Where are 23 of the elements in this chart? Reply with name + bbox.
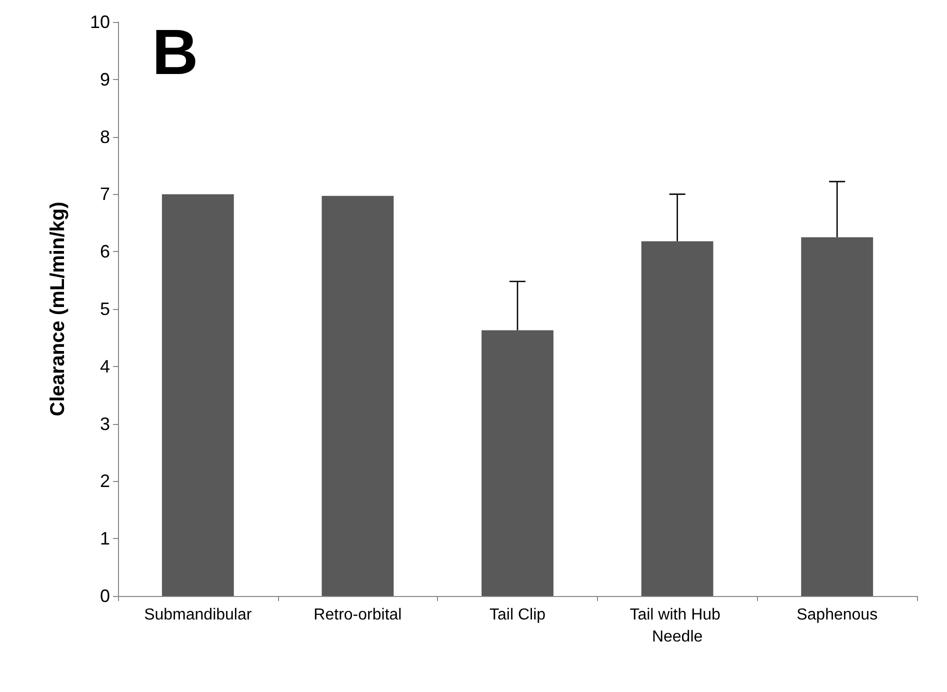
x-tick-label: Retro-orbital	[314, 606, 402, 624]
bar	[801, 237, 874, 596]
bar	[641, 241, 714, 596]
annotation: B	[152, 16, 198, 88]
x-tick-label: Tail Clip	[489, 606, 546, 624]
y-tick-label: 9	[100, 69, 110, 90]
y-tick-label: 6	[100, 242, 110, 262]
y-tick-label: 7	[100, 184, 110, 204]
y-tick-label: 10	[90, 12, 110, 32]
x-tick-label: Submandibular	[144, 606, 252, 624]
y-tick-label: 1	[100, 528, 110, 549]
y-tick-label: 0	[100, 586, 110, 606]
y-tick-label: 4	[100, 356, 110, 376]
bar	[482, 330, 554, 596]
bar	[162, 194, 234, 596]
y-tick-label: 2	[100, 471, 110, 492]
y-tick-label: 3	[100, 414, 110, 434]
y-tick-label: 8	[100, 126, 110, 147]
x-tick-label: Saphenous	[796, 606, 878, 624]
y-tick-label: 5	[100, 299, 110, 319]
x-tick-label: Tail with Hub Needle	[630, 606, 725, 646]
y-axis-title: Clearance (mL/min/kg)	[47, 202, 69, 416]
bar	[322, 196, 394, 596]
